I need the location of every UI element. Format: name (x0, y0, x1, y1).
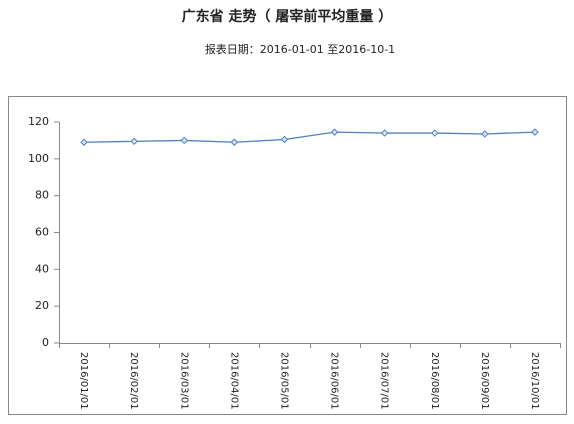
data-line (84, 131, 535, 143)
y-tick-label: 80 (35, 189, 49, 202)
data-point (531, 128, 539, 136)
x-tick-label: 2016/02/01 (128, 352, 139, 410)
x-tick-label: 2016/09/01 (479, 352, 490, 410)
x-tick-label: 2016/01/01 (78, 352, 89, 410)
data-point (280, 135, 289, 144)
x-tick-label: 2016/04/01 (228, 352, 239, 410)
x-tick-label: 2016/07/01 (379, 352, 390, 410)
chart-title: 广东省 走势（ 屠宰前平均重量 ） (182, 8, 393, 25)
data-point (481, 130, 489, 138)
x-tick-label: 2016/10/01 (529, 352, 540, 410)
x-tick-label: 2016/03/01 (178, 352, 189, 410)
data-point (330, 128, 339, 136)
data-point (380, 129, 389, 137)
y-tick-label: 40 (35, 262, 49, 275)
y-tick-label: 60 (35, 226, 49, 239)
data-point (230, 138, 239, 146)
x-tick-label: 2016/05/01 (278, 352, 289, 410)
y-tick-label: 100 (28, 152, 49, 165)
data-point (431, 129, 439, 137)
x-tick-label: 2016/06/01 (329, 352, 340, 410)
data-point (130, 137, 138, 146)
data-point (180, 136, 188, 145)
y-tick-label: 20 (35, 299, 49, 312)
y-tick-label: 0 (42, 336, 49, 349)
chart-subtitle: 报表日期：2016-01-01 至2016-10-1 (205, 42, 395, 56)
y-tick-label: 120 (28, 115, 49, 128)
chart-frame (8, 96, 567, 415)
data-point (80, 138, 88, 146)
x-tick-label: 2016/08/01 (429, 352, 440, 410)
